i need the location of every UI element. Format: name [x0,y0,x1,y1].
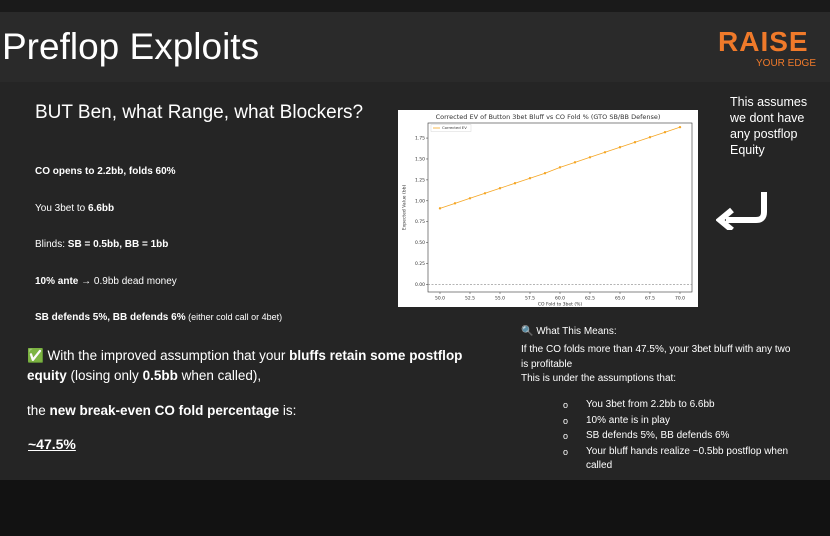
text-segment: 10% ante [35,275,79,287]
x-tick-label: 60.0 [555,296,565,302]
chart: Corrected EV of Button 3bet Bluff vs CO … [398,110,698,307]
arrow-head [716,207,734,230]
y-tick-label: 0.75 [415,219,425,225]
assumption-item: SB defends 5%, BB defends 6% [586,430,730,441]
text-segment: CO opens to 2.2bb, folds 60% [35,166,176,177]
text-segment: You 3bet to [35,202,89,214]
x-tick-label: 62.5 [585,296,595,302]
fact: CO opens to 2.2bb, folds 60% [35,166,176,177]
assumption-item: You 3bet from 2.2bb to 6.6bb [586,399,715,410]
x-tick-label: 65.0 [615,296,625,302]
text-segment: ✅ With the improved assumption that your [27,348,290,363]
text-segment: the [27,403,50,418]
point [543,171,547,175]
point [588,156,592,159]
x-tick-label: 67.5 [645,296,655,302]
bullet-marker: o [563,446,569,457]
arrow-icon [716,192,767,230]
text-segment: SB = 0.5bb, BB = 1bb [67,239,169,250]
point [618,146,622,149]
point [573,161,577,164]
text-segment: bluffs retain some postflop equity [27,348,463,383]
result: ~47.5% [28,436,76,452]
y-tick-label: 0.50 [415,240,425,246]
point [513,182,517,185]
y-tick-label: 1.75 [415,136,425,142]
legend-label: Corrected EV [442,125,467,130]
text-segment: → 0.9bb dead money [78,275,177,287]
text-segment: (losing only [66,368,143,383]
fact: 10% ante → 0.9bb dead money [35,276,177,287]
bullet-marker: o [563,400,569,410]
heading: BUT Ben, what Range, what Blockers? [35,102,364,123]
point [498,187,502,190]
point [603,151,607,154]
text-segment: 6.6bb [88,202,115,214]
bullet-marker: o [563,415,569,426]
point [633,141,637,144]
point [438,207,442,210]
side-note: This assumes we dont have any postflop E… [730,95,808,157]
point [483,192,487,195]
y-tick-label: 0.00 [415,282,425,288]
point [528,177,532,180]
chart-title: Corrected EV of Button 3bet Bluff vs CO … [436,113,661,121]
assumption-item: Your bluff hands realize ~0.5bb postflop… [586,445,789,471]
brand-tagline: YOUR EDGE [756,58,817,69]
text-segment: when called), [177,368,262,383]
y-axis-label: Expected Value (bb) [402,185,408,231]
point [648,136,652,139]
y-tick-label: 0.25 [415,261,425,267]
plot-frame [427,122,693,293]
text-segment: 0.5bb [142,368,178,383]
y-tick-label: 1.25 [415,177,425,183]
text-segment: is: [279,403,297,418]
legend-box [430,124,472,132]
arrow-shaft [726,192,767,223]
y-tick-label: 1.00 [415,198,425,204]
fact: SB defends 5%, BB defends 6% (either col… [35,312,282,323]
bullet-marker: o [563,431,569,441]
x-tick-label: 50.0 [435,296,445,302]
footer [0,480,830,536]
y-tick-label: 1.50 [415,156,425,162]
point [453,202,457,205]
point [663,131,667,134]
x-tick-label: 52.5 [465,296,475,302]
point [558,166,562,169]
x-axis-label: CO Fold to 3bet (%) [538,302,582,308]
text-segment: new break-even CO fold percentage [49,403,280,418]
meaning: If the CO folds more than 47.5%, your 3b… [521,344,791,370]
assumptions-intro: This is under the assumptions that: [521,373,677,384]
point [468,197,472,200]
text-segment: SB defends 5%, BB defends 6% [35,312,186,323]
brand: RAISE [718,26,809,57]
fact: Blinds: SB = 0.5bb, BB = 1bb [35,239,168,250]
x-tick-label: 70.0 [675,296,685,302]
fact: You 3bet to 6.6bb [35,203,114,214]
x-tick-label: 55.0 [495,296,505,302]
meaning-title: 🔍 What This Means: [521,326,617,337]
title-bar [0,12,830,82]
slide-title: Preflop Exploits [2,26,260,67]
text-segment: Blinds: [35,239,68,250]
point [678,125,682,129]
breakeven: the new break-even CO fold percentage is… [27,403,296,418]
text-segment: (either cold call or 4bet) [185,312,283,322]
x-tick-label: 57.5 [525,296,535,302]
assumption-item: 10% ante is in play [586,414,670,426]
assumption: ✅ With the improved assumption that your… [27,346,487,386]
